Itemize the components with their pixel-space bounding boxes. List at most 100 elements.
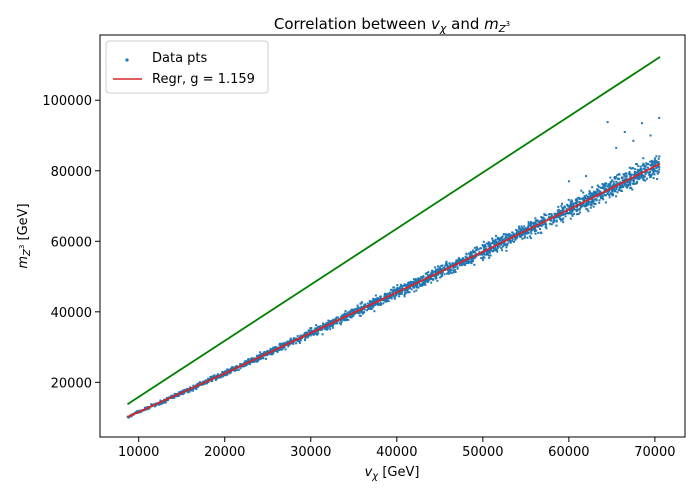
data-point	[401, 290, 404, 293]
data-point	[395, 290, 398, 293]
data-point	[497, 237, 500, 240]
data-point	[462, 263, 465, 266]
data-point	[523, 236, 526, 239]
data-point	[369, 305, 372, 308]
data-point	[209, 377, 212, 380]
data-point	[490, 249, 492, 252]
data-point	[627, 183, 630, 186]
data-point	[471, 257, 474, 259]
data-point	[658, 116, 661, 119]
data-point	[508, 233, 511, 235]
data-point	[622, 179, 625, 182]
data-point	[483, 256, 486, 259]
data-point	[251, 358, 254, 360]
data-point	[312, 333, 315, 335]
data-point	[521, 226, 524, 229]
data-point	[439, 269, 442, 272]
data-point	[482, 255, 485, 258]
data-point	[331, 320, 333, 323]
data-point	[427, 271, 430, 274]
plot-area-frame	[99, 34, 686, 438]
data-point	[316, 330, 319, 333]
data-point	[298, 342, 301, 344]
data-point	[363, 308, 366, 311]
data-point	[140, 410, 143, 413]
data-point	[144, 409, 147, 411]
data-point	[629, 179, 631, 182]
data-point	[324, 328, 327, 331]
data-point	[259, 354, 261, 357]
data-point	[629, 187, 632, 190]
data-point	[622, 186, 625, 188]
data-point	[372, 299, 375, 302]
x-axis-ticks: 10000 20000 30000 40000 50000 60000 70000	[118, 437, 676, 460]
data-point	[382, 302, 385, 305]
data-point	[500, 237, 503, 240]
data-point	[608, 189, 610, 192]
data-point	[399, 291, 402, 294]
data-point	[613, 176, 616, 179]
data-point	[637, 170, 640, 173]
data-point	[550, 223, 553, 226]
data-point	[658, 166, 661, 169]
data-point	[590, 204, 593, 207]
data-point	[628, 171, 631, 173]
data-point	[299, 339, 302, 342]
data-point	[652, 177, 655, 180]
data-point	[290, 342, 293, 345]
data-point	[626, 180, 629, 183]
data-point	[304, 331, 307, 334]
data-point	[322, 322, 324, 325]
data-point	[269, 349, 272, 352]
data-point	[408, 291, 411, 294]
data-point	[413, 281, 415, 284]
data-point	[652, 171, 655, 174]
data-point	[338, 322, 341, 325]
data-point	[631, 188, 634, 191]
data-point	[181, 393, 184, 396]
data-point	[401, 286, 404, 289]
data-point	[340, 323, 342, 326]
data-point	[493, 243, 496, 246]
data-point	[568, 206, 571, 209]
data-point	[640, 176, 643, 179]
data-point	[445, 261, 448, 264]
data-point	[570, 202, 572, 205]
data-point	[473, 246, 476, 249]
data-point	[378, 297, 381, 300]
data-point	[596, 192, 599, 195]
data-point	[521, 237, 524, 240]
data-point	[646, 166, 649, 169]
data-point	[649, 174, 652, 177]
data-point	[653, 167, 656, 170]
data-point	[317, 326, 319, 329]
data-point	[532, 221, 535, 224]
data-point	[337, 316, 339, 319]
data-point	[653, 169, 656, 172]
data-point	[552, 220, 555, 223]
data-point	[482, 259, 485, 262]
data-point	[342, 317, 345, 320]
data-point	[482, 252, 485, 255]
data-point	[287, 345, 290, 348]
data-point	[629, 184, 632, 187]
data-point	[159, 399, 162, 402]
data-point	[333, 319, 336, 322]
data-point	[393, 296, 396, 299]
data-point	[496, 245, 499, 248]
data-point	[635, 163, 637, 165]
data-point	[630, 173, 633, 176]
data-point	[618, 186, 621, 189]
legend: Data pts Regr, g = 1.159	[105, 40, 269, 94]
data-point	[399, 288, 402, 291]
data-point	[540, 232, 543, 235]
data-point	[530, 228, 533, 230]
data-point	[456, 267, 459, 270]
data-point	[621, 189, 623, 192]
data-point	[520, 234, 523, 237]
data-point	[207, 380, 210, 383]
data-point	[326, 328, 329, 331]
data-point	[570, 205, 573, 208]
data-point	[545, 227, 548, 230]
data-point	[591, 193, 594, 195]
